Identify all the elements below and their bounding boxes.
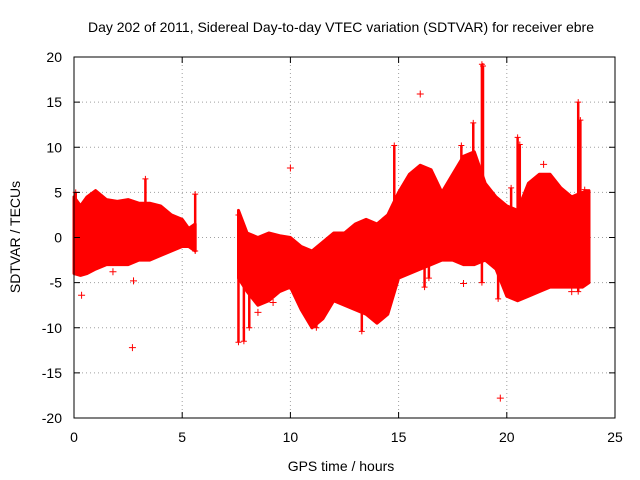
data-point	[495, 295, 502, 302]
y-tick-label: 10	[46, 139, 62, 155]
x-tick-label: 15	[391, 429, 407, 445]
data-point	[391, 243, 398, 250]
data-point	[269, 298, 277, 306]
x-tick-label: 5	[178, 429, 186, 445]
axes: -20 -15 -10 -5 0 5 10 15 20 0 5 10 15 20 25	[42, 49, 623, 445]
data-point	[246, 324, 253, 331]
data-point	[192, 248, 199, 255]
data-point	[416, 90, 424, 98]
data-point	[575, 288, 582, 295]
y-tick-label: 5	[54, 184, 62, 200]
data-envelope-day	[237, 150, 591, 330]
data-point	[358, 328, 365, 335]
x-axis-label: GPS time / hours	[288, 458, 395, 474]
y-axis-label: SDTVAR / TECUs	[7, 181, 23, 293]
data-point	[458, 234, 465, 241]
data-point	[128, 344, 136, 352]
chart-title: Day 202 of 2011, Sidereal Day-to-day VTE…	[88, 19, 594, 35]
data-point	[470, 216, 477, 223]
data-point	[142, 175, 149, 182]
data-point	[568, 288, 576, 296]
data-point	[540, 160, 548, 168]
data-point	[235, 211, 242, 218]
y-tick-label: -15	[42, 365, 62, 381]
data-point	[479, 63, 486, 70]
data-point	[313, 252, 320, 259]
data-point	[421, 284, 428, 291]
data-point	[109, 268, 117, 276]
data-point	[286, 164, 294, 172]
y-tick-label: -5	[50, 275, 63, 291]
data-point	[581, 186, 588, 193]
data-point	[425, 180, 432, 187]
data-point	[514, 134, 521, 141]
y-tick-label: 0	[54, 230, 62, 246]
data-point	[458, 142, 465, 149]
data-point	[575, 99, 582, 106]
data-point	[470, 119, 477, 126]
x-tick-label: 0	[70, 429, 78, 445]
y-tick-label: -10	[42, 320, 62, 336]
data-point	[240, 338, 247, 345]
data-point	[240, 234, 247, 241]
data-point	[577, 117, 584, 124]
x-tick-label: 10	[283, 429, 299, 445]
data-point	[495, 234, 502, 241]
data-point	[358, 261, 365, 268]
y-tick-label: 15	[46, 94, 62, 110]
data-point	[246, 234, 253, 241]
data-point	[479, 234, 486, 241]
data-point	[235, 339, 242, 346]
data-point	[514, 252, 521, 259]
data-point	[553, 184, 560, 191]
data-point	[423, 168, 431, 176]
data-point	[496, 394, 504, 402]
data-point	[130, 277, 138, 285]
data-point	[577, 234, 584, 241]
data-point	[391, 142, 398, 149]
data-point	[254, 308, 262, 316]
data-point	[478, 279, 485, 286]
data-point	[581, 279, 588, 286]
data-point	[508, 252, 515, 259]
data-point	[516, 234, 523, 241]
data-point	[508, 184, 515, 191]
y-tick-label: 20	[46, 49, 62, 65]
y-tick-label: -20	[42, 410, 62, 426]
data-point	[192, 191, 199, 198]
data-point	[313, 324, 320, 331]
data-point	[142, 252, 149, 259]
data-layer	[72, 61, 591, 402]
x-tick-label: 25	[607, 429, 623, 445]
data-point	[425, 275, 432, 282]
data-point	[516, 141, 523, 148]
data-point	[460, 280, 468, 288]
data-point	[553, 252, 560, 259]
x-tick-label: 20	[499, 429, 515, 445]
data-point	[78, 291, 86, 299]
